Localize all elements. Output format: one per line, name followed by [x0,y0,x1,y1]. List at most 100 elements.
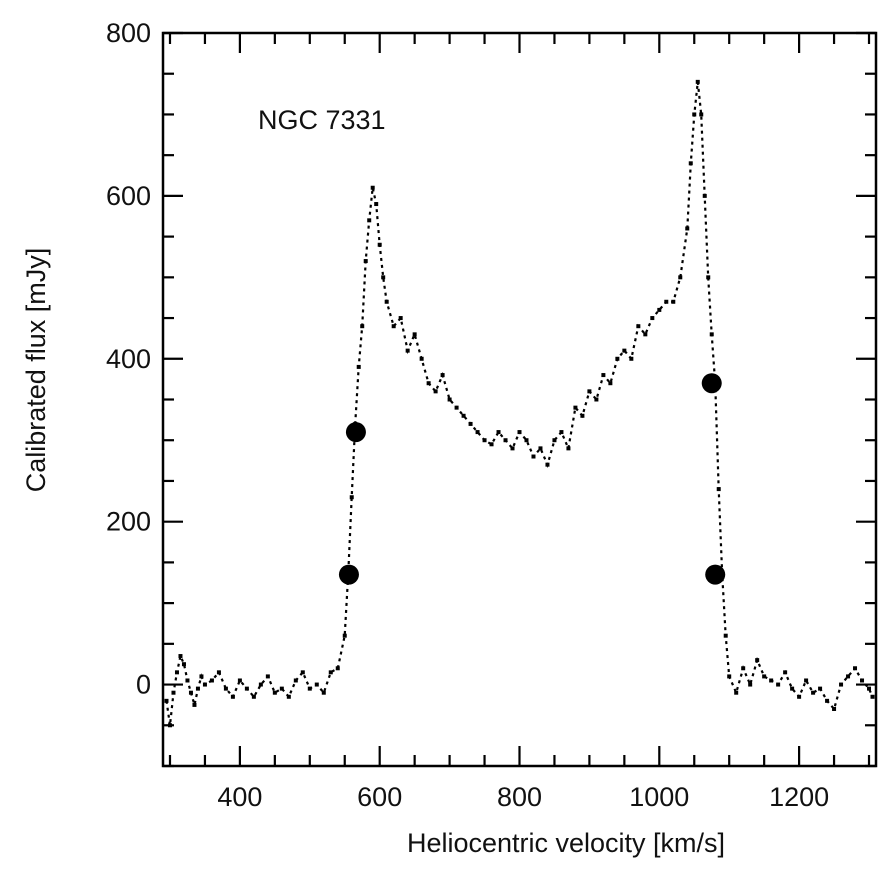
flux-point [360,324,365,329]
flux-point [608,381,613,386]
flux-point [524,438,529,443]
y-axis-label: Calibrated flux [mJy] [21,248,51,493]
flux-point [381,275,386,280]
flux-point [391,324,396,329]
y-tick-label: 400 [106,344,151,374]
flux-point [167,723,172,728]
flux-point [174,670,179,675]
flux-point [426,381,431,386]
flux-point [811,690,816,695]
flux-point [171,690,176,695]
flux-point [223,686,228,691]
flux-point [356,364,361,369]
y-tick-label: 0 [136,670,151,700]
flux-point [178,654,183,659]
flux-point [870,694,875,699]
flux-point [185,678,190,683]
flux-point [454,405,459,410]
width-marker-point [345,422,366,443]
flux-point [384,299,389,304]
flux-point [723,633,728,638]
flux-point [664,299,669,304]
flux-point [716,487,721,492]
axis-ticks [163,31,876,768]
flux-point [503,438,508,443]
flux-point [230,694,235,699]
x-tick-label: 600 [357,782,402,812]
flux-point [307,686,312,691]
flux-point [545,462,550,467]
flux-point [580,413,585,418]
y-tick-label: 600 [106,181,151,211]
flux-point [650,316,655,321]
flux-point [636,324,641,329]
flux-point [790,686,795,691]
marked-points [338,373,726,585]
flux-point [685,226,690,231]
flux-point [272,690,277,695]
flux-point [199,674,204,679]
flux-point [374,202,379,207]
flux-point [709,332,714,337]
flux-point [279,686,284,691]
flux-point [853,666,858,671]
flux-point [804,678,809,683]
flux-point [188,690,193,695]
flux-point [769,678,774,683]
flux-point [517,430,522,435]
flux-point [706,275,711,280]
flux-point [510,446,515,451]
flux-point [342,633,347,638]
flux-point [244,686,249,691]
flux-point [192,702,197,707]
flux-point [825,698,830,703]
flux-point [741,666,746,671]
galaxy-annotation: NGC 7331 [258,105,386,135]
flux-point [258,682,263,687]
flux-point [398,316,403,321]
plot-frame [161,31,878,768]
flux-point [748,682,753,687]
flux-point [216,670,221,675]
flux-point [629,356,634,361]
flux-point [776,682,781,687]
flux-point [531,454,536,459]
y-tick-labels: 0 200 400 600 800 [106,18,151,700]
flux-point [447,397,452,402]
flux-point [734,690,739,695]
flux-point [370,185,375,190]
flux-point [783,670,788,675]
flux-point [251,694,256,699]
flux-point [367,218,372,223]
width-marker-point [338,564,359,585]
x-axis-label: Heliocentric velocity [km/s] [407,828,725,858]
flux-point [349,495,354,500]
flux-point [587,389,592,394]
flux-point [412,332,417,337]
flux-point [832,706,837,711]
flux-point [195,686,200,691]
flux-point [538,446,543,451]
flux-point [300,670,305,675]
flux-point [643,332,648,337]
flux-point [702,193,707,198]
y-tick-label: 200 [106,507,151,537]
flux-point [552,438,557,443]
flux-point [286,694,291,699]
flux-point [202,682,207,687]
y-tick-label: 800 [106,18,151,48]
flux-point [692,112,697,117]
flux-point [699,112,704,117]
flux-point [461,413,466,418]
flux-point [265,674,270,679]
flux-point [615,356,620,361]
flux-point [419,356,424,361]
flux-point [293,678,298,683]
flux-point [314,682,319,687]
flux-point [839,682,844,687]
flux-point [688,161,693,166]
flux-point [489,442,494,447]
flux-point [335,666,340,671]
flux-point [797,694,802,699]
